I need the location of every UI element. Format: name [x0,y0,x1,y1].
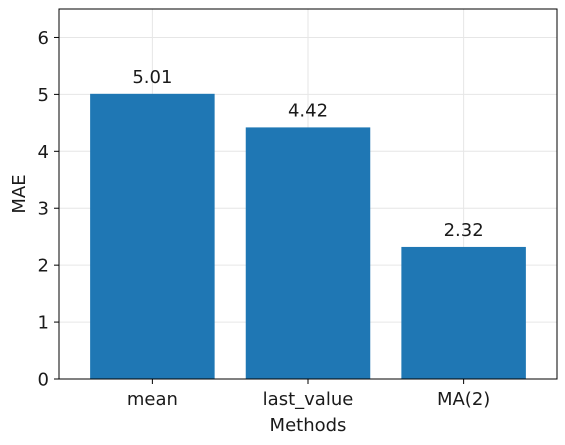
bars [90,93,526,380]
y-tick-label: 1 [38,313,49,334]
y-tick-label: 0 [38,370,49,391]
bar-value-label: 4.42 [288,100,328,121]
bar-ma-2 [401,246,526,379]
data-labels: 5.01 4.42 2.32 [132,67,483,241]
bar-last-value [245,127,371,380]
bar-mean [90,93,215,380]
y-tick-label: 5 [38,85,49,106]
x-axis-label: Methods [270,415,347,436]
y-tick-label: 2 [38,256,49,277]
y-tick-label: 6 [38,28,49,49]
y-tick-label: 4 [38,142,49,163]
bar-value-label: 5.01 [132,67,172,88]
x-tick-label: last_value [263,389,354,410]
x-tick-label: MA(2) [437,389,490,410]
bar-value-label: 2.32 [444,220,484,241]
x-tick-label: mean [127,389,178,410]
y-axis-label: MAE [9,174,30,213]
ticks: 0 1 2 3 4 5 6 mean last_value MA(2) [38,28,491,410]
y-tick-label: 3 [38,199,49,220]
